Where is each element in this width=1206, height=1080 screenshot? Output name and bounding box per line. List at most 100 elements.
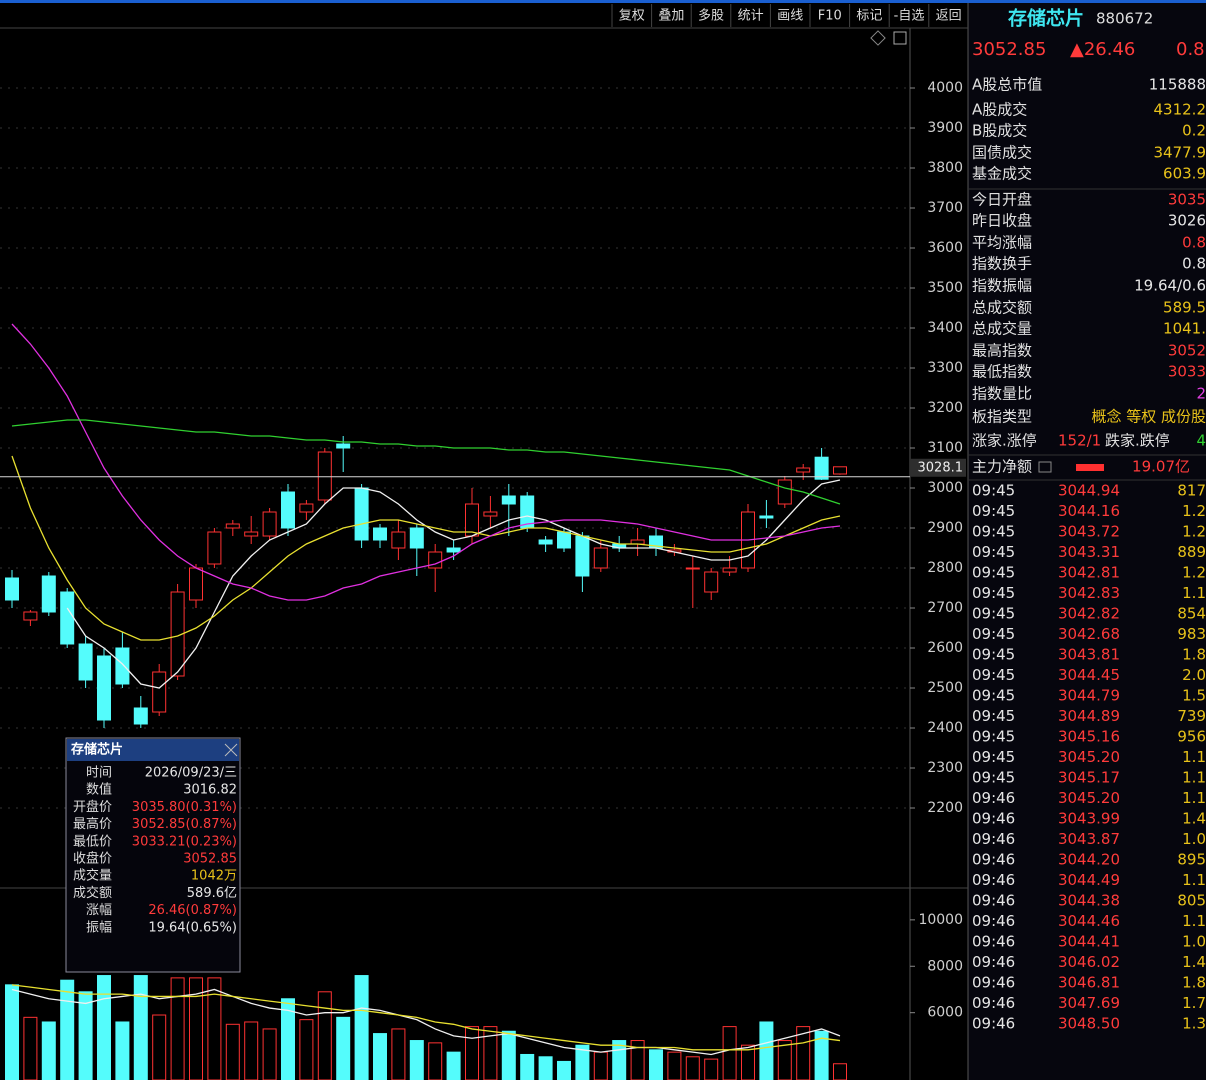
down-value: 4 xyxy=(1196,432,1206,450)
y-tick-label: 8000 xyxy=(927,958,963,974)
tick-price: 3044.38 xyxy=(1058,892,1120,910)
icon-panel[interactable] xyxy=(893,31,907,45)
volume-bar xyxy=(373,1033,387,1080)
tooltip-close[interactable] xyxy=(224,743,238,757)
tick-time: 09:46 xyxy=(972,1015,1015,1033)
candle-body xyxy=(593,547,608,569)
tick-time: 09:46 xyxy=(972,953,1015,971)
tick-time: 09:45 xyxy=(972,687,1015,705)
tooltip-value: 3016.82 xyxy=(183,783,237,798)
tooltip-label: 最高价 xyxy=(73,816,112,832)
volume-bar xyxy=(244,1021,259,1080)
tick-price: 3044.46 xyxy=(1058,912,1120,930)
volume-bar xyxy=(115,1021,130,1080)
tick-volume: 1.7 xyxy=(1182,994,1206,1012)
y-tick-label: 3700 xyxy=(927,200,963,216)
tick-volume: 983 xyxy=(1177,625,1206,643)
last-price-label: 3028.1 xyxy=(918,460,964,475)
ma-line xyxy=(66,479,841,689)
candle-body xyxy=(60,591,75,645)
volume-bar xyxy=(777,1040,792,1080)
y-tick-label: 2700 xyxy=(927,600,963,616)
tick-time: 09:45 xyxy=(972,482,1015,500)
tick-time: 09:45 xyxy=(972,584,1015,602)
tick-price: 3045.20 xyxy=(1058,748,1120,766)
tick-price: 3045.20 xyxy=(1058,789,1120,807)
stat-value: 19.64/0.6 xyxy=(1134,277,1206,295)
tick-time: 09:46 xyxy=(972,933,1015,951)
y-tick-label: 3800 xyxy=(927,160,963,176)
tick-price: 3048.50 xyxy=(1058,1015,1120,1033)
stat-label: 总成交量 xyxy=(972,320,1032,338)
price: 3052.85 xyxy=(972,39,1046,60)
tick-price: 3043.81 xyxy=(1058,646,1120,664)
stat-value: 589.5 xyxy=(1163,299,1206,317)
candle-body xyxy=(115,647,130,685)
candle-body xyxy=(170,591,185,677)
volume-bar xyxy=(23,1016,38,1080)
flow-icon[interactable] xyxy=(1038,461,1052,473)
tick-volume: 889 xyxy=(1177,543,1206,561)
volume-bar xyxy=(299,1019,314,1080)
up-value: 152/1 xyxy=(1058,432,1101,450)
top-bar xyxy=(0,0,1206,3)
tick-time: 09:45 xyxy=(972,728,1015,746)
toolbar-button[interactable]: 多股 xyxy=(698,8,724,24)
stat-label: A股总市值 xyxy=(972,76,1042,94)
volume-bar xyxy=(281,998,295,1080)
candle-body xyxy=(483,511,498,517)
tooltip xyxy=(65,737,241,973)
tick-time: 09:45 xyxy=(972,523,1015,541)
tooltip-label: 成交量 xyxy=(73,868,112,884)
stat-label: 基金成交 xyxy=(972,165,1032,183)
y-tick-label: 2400 xyxy=(927,720,963,736)
tick-volume: 805 xyxy=(1177,892,1206,910)
tick-time: 09:46 xyxy=(972,871,1015,889)
index-code: 880672 xyxy=(1096,10,1153,28)
tick-price: 3044.16 xyxy=(1058,502,1120,520)
toolbar-button[interactable]: 标记 xyxy=(856,9,882,24)
stat-value: 2 xyxy=(1196,385,1206,403)
toolbar-button[interactable]: 叠加 xyxy=(658,9,684,24)
tick-volume: 854 xyxy=(1177,605,1206,623)
toolbar-button[interactable]: -自选 xyxy=(894,9,925,24)
tick-volume: 1.8 xyxy=(1182,974,1206,992)
tick-price: 3044.94 xyxy=(1058,482,1120,500)
y-tick-label: 2300 xyxy=(927,760,963,776)
y-tick-label: 3400 xyxy=(927,320,963,336)
tick-time: 09:46 xyxy=(972,974,1015,992)
volume-bar xyxy=(685,1056,700,1080)
toolbar-button[interactable]: 复权 xyxy=(619,8,645,24)
candle-body xyxy=(575,535,590,577)
tick-time: 09:46 xyxy=(972,789,1015,807)
candle-body xyxy=(152,671,167,713)
y-tick-label: 4000 xyxy=(927,80,963,96)
tick-price: 3043.31 xyxy=(1058,543,1120,561)
tooltip-value: 2026/09/23/三 xyxy=(145,766,237,781)
candle-body xyxy=(814,456,829,480)
stat-value: 1041. xyxy=(1163,320,1206,338)
icon-diamond[interactable] xyxy=(870,30,886,46)
toolbar-button[interactable]: 统计 xyxy=(738,9,764,24)
volume-bar xyxy=(630,1040,645,1080)
candle-body xyxy=(281,491,295,529)
candle-body xyxy=(336,443,351,449)
candle-body xyxy=(501,495,516,505)
tooltip-label: 成交额 xyxy=(73,885,112,901)
stat-value: 概念 等权 成份股 xyxy=(1091,408,1206,426)
y-tick-label: 6000 xyxy=(927,1005,963,1021)
toolbar-button[interactable]: 返回 xyxy=(936,9,962,24)
volume-bar xyxy=(593,1051,608,1080)
tooltip-value: 26.46(0.87%) xyxy=(148,903,237,918)
tick-time: 09:45 xyxy=(972,666,1015,684)
candle-body xyxy=(41,575,56,613)
toolbar-button[interactable]: F10 xyxy=(818,9,842,24)
toolbar-button[interactable]: 画线 xyxy=(777,9,803,24)
tick-volume: 895 xyxy=(1177,851,1206,869)
tick-volume: 1.0 xyxy=(1182,933,1206,951)
candle-body xyxy=(189,567,203,601)
tick-volume: 739 xyxy=(1177,707,1206,725)
tick-price: 3046.02 xyxy=(1058,953,1120,971)
tick-volume: 1.8 xyxy=(1182,646,1206,664)
candle-body xyxy=(262,511,277,537)
